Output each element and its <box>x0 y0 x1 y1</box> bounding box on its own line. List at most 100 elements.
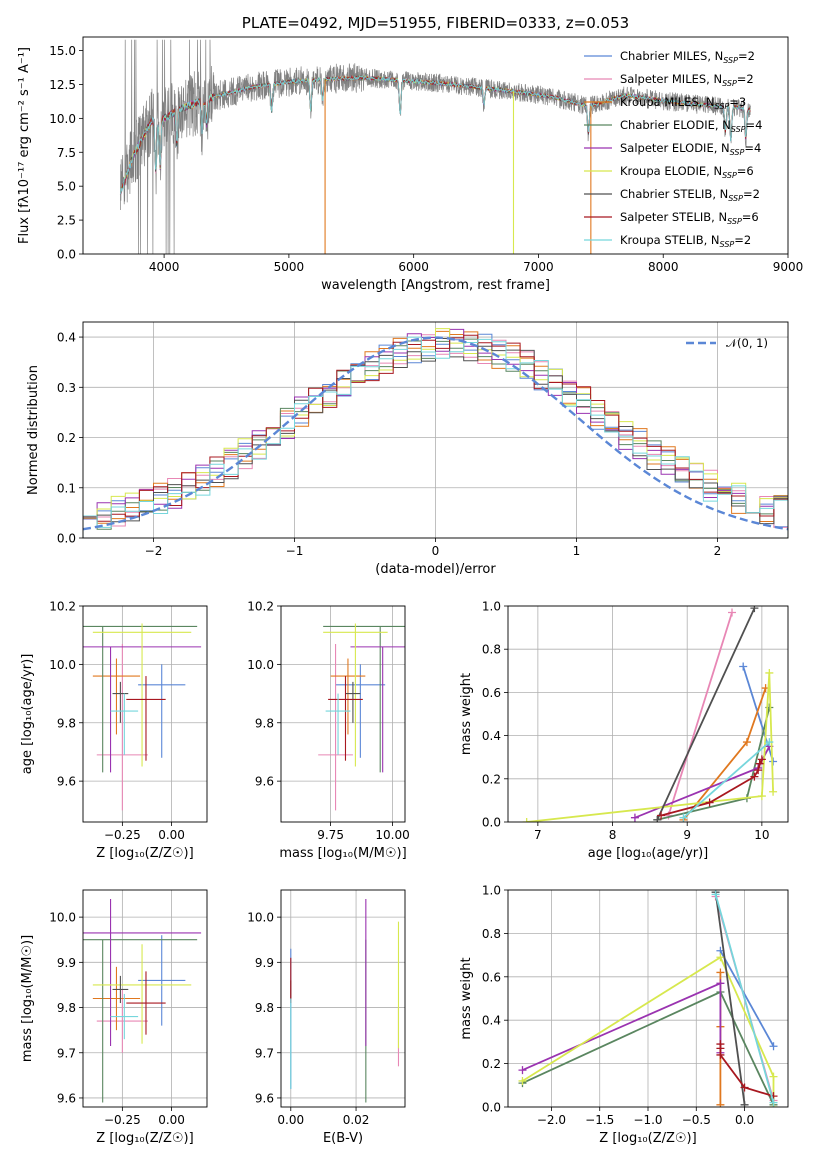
axes-weight-vs-Z: −2.0 −1.5 −1.0 −0.5 0.0 0.0 0.2 0.4 0.6 0.8 1.0 Z [… <box>459 884 788 1146</box>
x-tick-label: 9000 <box>773 260 804 274</box>
weight-marker <box>742 738 751 747</box>
weight-marker <box>716 1100 725 1107</box>
x-axis-label: wavelength [Angstrom, rest frame] <box>321 278 550 293</box>
axes-frame-age-vs-Z <box>82 605 208 823</box>
x-tick-label: 0.00 <box>158 1113 185 1127</box>
y-tick-label: 9.8 <box>255 1001 274 1015</box>
legend-entry-sub: SSP <box>722 171 737 180</box>
y-tick-label: 0.8 <box>482 643 501 657</box>
weight-series <box>664 608 736 820</box>
x-tick-label: 2 <box>714 544 722 558</box>
axes-residuals: −2 −1 0 1 2 0.0 0.1 0.2 0.3 0.4 (data-model)/error… <box>26 322 788 577</box>
x-tick-label: 10.00 <box>375 828 409 842</box>
x-tick-label: 9 <box>683 828 691 842</box>
errorbar-point <box>138 664 186 758</box>
y-tick-label: 2.5 <box>57 214 76 228</box>
x-tick-label: −2.0 <box>537 1113 566 1127</box>
weight-marker <box>711 890 720 899</box>
y-axis-label: mass [log₁₀(M/M☉)] <box>20 935 35 1062</box>
y-tick-label: 9.6 <box>255 775 274 789</box>
x-axis-label: (data-model)/error <box>375 562 496 577</box>
legend-entry-sub: SSP <box>722 79 737 88</box>
axes-weight-vs-age: 7 8 9 10 0.0 0.2 0.4 0.6 0.8 1.0 age [log₁₀(age/yr… <box>459 600 788 861</box>
weight-marker <box>518 1076 527 1085</box>
y-tick-label: 15.0 <box>49 44 76 58</box>
axes-frame-weight-vs-Z <box>507 889 789 1108</box>
errorbar-point <box>350 646 405 773</box>
axes-mass-vs-Z: −0.25 0.00 9.6 9.7 9.8 9.9 10.0 Z [log₁₀(Z/Z☉)]… <box>20 890 207 1146</box>
legend-entry-label: Kroupa STELIB, N <box>620 233 720 247</box>
weight-series <box>711 890 778 1107</box>
weight-marker <box>657 811 666 820</box>
legend-entry-suffix: =6 <box>737 164 754 178</box>
x-tick-label: 4000 <box>149 260 180 274</box>
y-tick-label: 9.7 <box>57 1046 76 1060</box>
y-tick-label: 9.8 <box>255 716 274 730</box>
weight-series <box>522 668 778 822</box>
y-tick-label: 0.0 <box>482 1101 501 1115</box>
y-tick-label: 1.0 <box>482 884 501 898</box>
legend-entry: Chabrier STELIB, NSSP=2 <box>620 187 760 203</box>
x-tick-label: 8000 <box>648 260 679 274</box>
legend-entry: Chabrier MILES, NSSP=2 <box>620 49 755 65</box>
y-tick-label: 0.6 <box>482 970 501 984</box>
x-tick-label: −0.25 <box>104 1113 141 1127</box>
weight-marker <box>765 738 774 747</box>
x-tick-label: 5000 <box>274 260 305 274</box>
legend-entry: Kroupa ELODIE, NSSP=6 <box>620 164 754 180</box>
weight-series <box>679 738 774 822</box>
legend-entry-suffix: =2 <box>743 187 760 201</box>
weight-marker <box>630 813 639 822</box>
errorbar-point <box>92 944 192 1044</box>
legend-entry-sub: SSP <box>720 240 735 249</box>
errorbar-point <box>83 899 202 1046</box>
y-tick-label: 0.6 <box>482 686 501 700</box>
x-tick-label: 8 <box>609 828 617 842</box>
legend-entry-label: Chabrier STELIB, N <box>620 187 728 201</box>
y-tick-label: 0.8 <box>482 927 501 941</box>
errorbar-point <box>325 693 351 755</box>
legend-entry-sub: SSP <box>731 125 746 134</box>
x-tick-label: −1.5 <box>585 1113 614 1127</box>
legend-entry-label: Kroupa MILES, N <box>620 95 715 109</box>
y-tick-label: 0.2 <box>57 431 76 445</box>
y-tick-label: 0.1 <box>57 481 76 495</box>
y-tick-label: 9.8 <box>57 1001 76 1015</box>
legend-entry-label: Salpeter MILES, N <box>620 72 722 86</box>
grid-weight-vs-age <box>508 605 788 823</box>
weight-marker <box>754 766 763 775</box>
y-tick-label: 9.6 <box>57 775 76 789</box>
plot-area-age-vs-mass <box>318 623 405 811</box>
errorbar-point <box>92 966 141 1031</box>
legend-entry-sub: SSP <box>723 56 738 65</box>
weight-marker <box>755 759 764 768</box>
errorbar-point <box>318 643 353 811</box>
y-tick-label: 10.0 <box>247 658 274 672</box>
y-tick-label: 9.9 <box>57 956 76 970</box>
legend-entry: 𝒩(0, 1) <box>726 336 768 350</box>
y-tick-label: 0.4 <box>482 729 501 743</box>
y-tick-label: 12.5 <box>49 78 76 92</box>
y-axis-label: Normed distribution <box>26 365 41 495</box>
y-tick-label: 0.0 <box>57 532 76 546</box>
errorbar-point <box>83 646 202 773</box>
model-spectrum-line <box>119 75 751 195</box>
axes-frame-mass-vs-EBV <box>280 889 406 1108</box>
weight-series-line <box>656 607 756 821</box>
weight-marker <box>739 662 748 671</box>
y-tick-label: 0.0 <box>57 248 76 262</box>
errorbar-point <box>330 658 366 735</box>
weight-marker <box>740 1083 749 1092</box>
y-tick-label: 0.4 <box>57 331 76 345</box>
y-tick-label: 10.0 <box>49 658 76 672</box>
y-tick-label: 9.8 <box>57 716 76 730</box>
x-axis-label: Z [log₁₀(Z/Z☉)] <box>96 1131 193 1146</box>
x-axis-label: age [log₁₀(age/yr)] <box>588 846 709 861</box>
errorbar-point <box>126 971 166 1035</box>
weight-marker <box>522 818 531 822</box>
residual-histogram-step <box>83 336 788 538</box>
weight-marker <box>750 606 759 613</box>
legend-entry: Kroupa STELIB, NSSP=2 <box>620 233 751 249</box>
y-tick-label: 9.7 <box>255 1046 274 1060</box>
x-tick-label: 1 <box>573 544 581 558</box>
